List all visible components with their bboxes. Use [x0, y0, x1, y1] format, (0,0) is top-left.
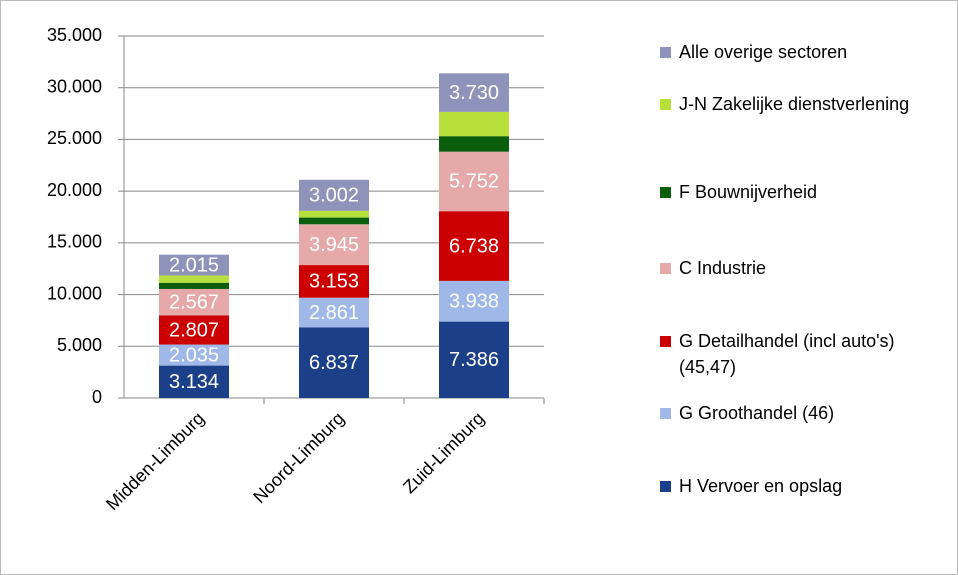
legend-entry: H Vervoer en opslag	[660, 473, 910, 499]
legend-swatch	[660, 187, 671, 198]
data-label: 3.153	[309, 271, 359, 293]
bar-segment	[439, 151, 509, 212]
legend-entry: G Groothandel (46)	[660, 400, 910, 426]
x-tick-label: Zuid-Limburg	[399, 408, 488, 497]
bar-segment	[159, 344, 229, 366]
legend-entry: C Industrie	[660, 255, 910, 281]
legend-entry: J-N Zakelijke dienstverlening	[660, 91, 910, 117]
x-tick-label: Midden-Limburg	[102, 408, 208, 514]
legend-label: F Bouwnijverheid	[679, 182, 818, 202]
bar-segment	[159, 365, 229, 398]
data-label: 6.738	[449, 235, 499, 257]
bar-segment	[299, 217, 369, 225]
bar-segment	[159, 254, 229, 276]
bar-segment	[439, 136, 509, 152]
y-tick-label: 5.000	[57, 335, 102, 355]
data-label: 2.567	[169, 292, 219, 314]
legend-label: H Vervoer en opslag	[679, 476, 843, 496]
data-label: 6.837	[309, 352, 359, 374]
bar-segment	[299, 179, 369, 211]
legend-label: G Detailhandel (incl auto's) (45,47)	[679, 331, 895, 377]
bar-segment	[299, 297, 369, 328]
bar-segment	[159, 315, 229, 345]
bar-segment	[299, 224, 369, 266]
bar-segment	[439, 280, 509, 322]
data-label: 3.134	[169, 371, 219, 393]
y-tick-label: 0	[92, 387, 102, 407]
data-label: 3.002	[309, 185, 359, 207]
data-label: 3.730	[449, 82, 499, 104]
legend-swatch	[660, 481, 671, 492]
bar-segment	[299, 265, 369, 298]
legend-swatch	[660, 47, 671, 58]
x-tick-label: Noord-Limburg	[249, 408, 348, 507]
data-label: 2.035	[169, 344, 219, 366]
y-tick-label: 20.000	[47, 180, 102, 200]
bar-segment	[299, 210, 369, 218]
y-tick-label: 25.000	[47, 128, 102, 148]
bar-segment	[159, 282, 229, 289]
legend-swatch	[660, 408, 671, 419]
legend-swatch	[660, 336, 671, 347]
bar-segment	[439, 321, 509, 398]
y-tick-label: 15.000	[47, 232, 102, 252]
legend-swatch	[660, 263, 671, 274]
legend-entry: F Bouwnijverheid	[660, 179, 910, 205]
data-label: 2.861	[309, 302, 359, 324]
y-tick-label: 35.000	[47, 25, 102, 45]
legend-label: J-N Zakelijke dienstverlening	[679, 94, 910, 114]
legend-label: G Groothandel (46)	[679, 403, 835, 423]
bar-segment	[159, 288, 229, 316]
data-label: 3.938	[449, 291, 499, 313]
legend-label: Alle overige sectoren	[679, 42, 848, 62]
bar-segment	[439, 111, 509, 137]
bar-segment	[299, 327, 369, 398]
legend-entry: Alle overige sectoren	[660, 39, 910, 65]
legend-label: C Industrie	[679, 258, 767, 278]
data-label: 7.386	[449, 349, 499, 371]
data-label: 5.752	[449, 171, 499, 193]
y-tick-label: 10.000	[47, 283, 102, 303]
bar-segment	[439, 73, 509, 112]
legend-swatch	[660, 99, 671, 110]
legend-entry: G Detailhandel (incl auto's) (45,47)	[660, 328, 910, 380]
bar-segment	[159, 275, 229, 283]
data-label: 2.807	[169, 319, 219, 341]
data-label: 3.945	[309, 234, 359, 256]
y-tick-label: 30.000	[47, 76, 102, 96]
bar-segment	[439, 211, 509, 281]
data-label: 2.015	[169, 254, 219, 276]
